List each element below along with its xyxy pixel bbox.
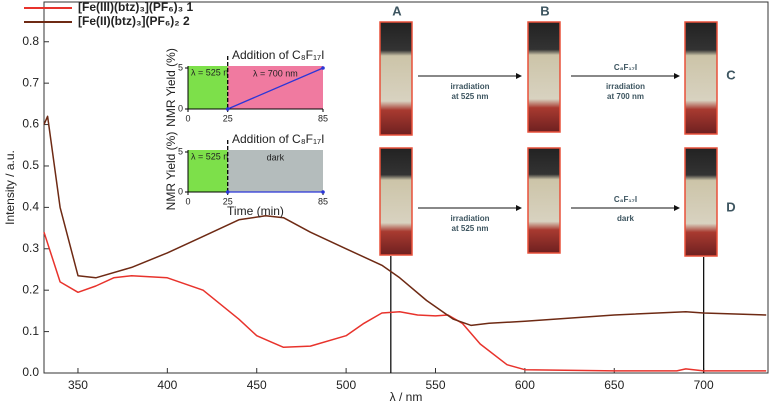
photo-label: A [392, 3, 402, 18]
step-condition: irradiation [606, 82, 645, 91]
x-tick-label: 0 [185, 196, 190, 206]
legend-label: [Fe(III)(btz)₃](PF₆)₃ 1 [78, 0, 194, 14]
x-tick-label: 600 [515, 378, 535, 392]
y-tick-label: 0.7 [22, 75, 39, 89]
arrow-head [516, 73, 522, 79]
arrow-head [516, 205, 522, 211]
y-tick-label: 0.6 [22, 117, 39, 131]
y-axis-label: NMR Yield (%) [164, 132, 178, 211]
vial-photo [527, 21, 561, 133]
region-label: λ = 525 nm [191, 151, 236, 161]
step-condition: at 700 nm [607, 92, 644, 101]
region-label: dark [267, 152, 285, 162]
x-tick-label: 25 [223, 196, 233, 206]
plot-frame [43, 1, 769, 374]
y-tick-label: 0.5 [22, 158, 39, 172]
x-axis-label: Time (min) [227, 204, 284, 218]
vial-photo [684, 147, 718, 257]
x-tick-label: 400 [157, 378, 177, 392]
step-condition: at 525 nm [452, 224, 489, 233]
y-tick-label: 0 [178, 186, 183, 196]
data-line [43, 115, 767, 327]
y-tick-label: 0.8 [22, 34, 39, 48]
y-tick-label: 0.1 [22, 324, 39, 338]
step-reagent: C₈F₁₇I [614, 195, 637, 204]
y-tick-label: 0.2 [22, 282, 39, 296]
step-reagent: C₈F₁₇I [614, 63, 637, 72]
y-axis-label: NMR Yield (%) [164, 48, 178, 127]
step-condition: dark [617, 214, 634, 223]
step-condition: irradiation [450, 82, 489, 91]
vial-photo [379, 21, 413, 136]
x-tick-label: 25 [223, 113, 233, 123]
photo-label: B [540, 3, 549, 18]
x-tick-label: 550 [425, 378, 445, 392]
legend-label: [Fe(II)(btz)₃](PF₆)₂ 2 [78, 14, 190, 28]
vial-photo [379, 147, 413, 256]
x-tick-label: 700 [694, 378, 714, 392]
x-tick-label: 450 [247, 378, 267, 392]
region-label: λ = 525 nm [191, 67, 236, 77]
data-point [321, 66, 325, 70]
region [227, 150, 323, 192]
data-point [225, 190, 230, 194]
x-tick-label: 85 [318, 113, 328, 123]
step-condition: at 525 nm [452, 92, 489, 101]
x-tick-label: 0 [185, 113, 190, 123]
region-label: λ = 700 nm [253, 68, 298, 78]
annotation: Addition of C₈F₁₇I [232, 132, 325, 146]
arrow-head [674, 73, 680, 79]
y-tick-label: 0.4 [22, 200, 39, 214]
region [188, 150, 228, 192]
data-line [227, 67, 324, 110]
arrow-head [674, 205, 680, 211]
y-tick-label: 0.3 [22, 241, 39, 255]
photo-label: D [726, 199, 735, 214]
step-condition: irradiation [450, 214, 489, 223]
data-point [321, 190, 325, 194]
x-axis-label: λ / nm [390, 390, 423, 404]
x-tick-label: 500 [336, 378, 356, 392]
x-tick-label: 650 [604, 378, 624, 392]
vial-photo [684, 21, 718, 135]
y-tick-label: 0.0 [22, 365, 39, 379]
annotation: Addition of C₈F₁₇I [232, 48, 325, 62]
photo-label: C [726, 67, 736, 82]
x-tick-label: 85 [318, 196, 328, 206]
region [188, 66, 228, 109]
y-tick-label: 5 [178, 62, 183, 72]
data-point [225, 107, 230, 111]
data-line [43, 231, 767, 372]
vial-photo [527, 147, 561, 254]
y-tick-label: 0 [178, 103, 183, 113]
y-axis-label: Intensity / a.u. [3, 150, 17, 225]
y-tick-label: 5 [178, 146, 183, 156]
x-tick-label: 350 [68, 378, 88, 392]
